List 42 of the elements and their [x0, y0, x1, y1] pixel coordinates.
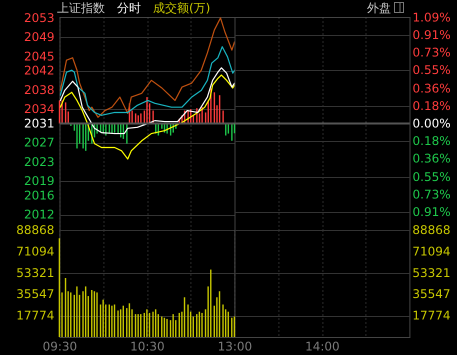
y-tick-label: 35547: [16, 287, 54, 302]
chart-subtitle: 分时: [117, 1, 141, 15]
y2-tick-label: 88868: [412, 223, 451, 237]
y2-tick-label: 0.73%: [412, 188, 451, 202]
y2-tick-label: 0.36%: [412, 152, 451, 166]
y2-tick-label: 0.18%: [412, 98, 451, 113]
x-tick-label: 09:30: [42, 340, 78, 354]
chart-title: 上证指数: [57, 1, 105, 15]
y-tick-label: 2031: [24, 116, 54, 130]
x-tick-label: 13:00: [218, 340, 252, 354]
y-tick-label: 2019: [24, 174, 54, 188]
y-tick-label: 2027: [24, 136, 54, 150]
y2-tick-label: 1.09%: [412, 10, 451, 24]
y-tick-label: 2042: [24, 64, 54, 78]
y2-tick-label: 0.73%: [412, 45, 451, 60]
y2-tick-label: 0.18%: [412, 134, 451, 148]
y-tick-label: 2045: [24, 49, 54, 64]
y2-tick-label: 0.55%: [412, 62, 451, 77]
y2-tick-label: 35547: [412, 287, 451, 302]
y2-tick-label: 0.55%: [412, 170, 451, 184]
y2-tick-label: 17774: [412, 308, 451, 323]
y-tick-label: 2023: [24, 154, 54, 169]
y2-tick-label: 0.00%: [412, 116, 451, 130]
y-tick-label: 2034: [24, 102, 54, 116]
y-tick-label: 53321: [16, 266, 54, 280]
y2-tick-label: 0.91%: [412, 28, 451, 42]
y-tick-label: 17774: [16, 308, 54, 323]
y2-tick-label: 71094: [412, 244, 451, 258]
y-tick-label: 2038: [24, 82, 54, 97]
x-tick-label: 14:00: [305, 340, 340, 354]
y-tick-label: 2016: [24, 188, 54, 202]
y-tick-label: 88868: [16, 223, 54, 237]
text: 外盘: [367, 1, 391, 15]
y2-tick-label: 0.91%: [412, 205, 451, 220]
x-tick-label: 10:30: [130, 340, 165, 354]
y-tick-label: 2012: [24, 208, 54, 222]
y-tick-label: 71094: [16, 244, 54, 258]
y2-tick-label: 0.36%: [412, 81, 451, 96]
y2-tick-label: 53321: [412, 266, 451, 280]
y-tick-label: 2053: [24, 10, 54, 25]
text: 成交额(万): [153, 1, 210, 15]
y-tick-label: 2049: [24, 30, 54, 44]
